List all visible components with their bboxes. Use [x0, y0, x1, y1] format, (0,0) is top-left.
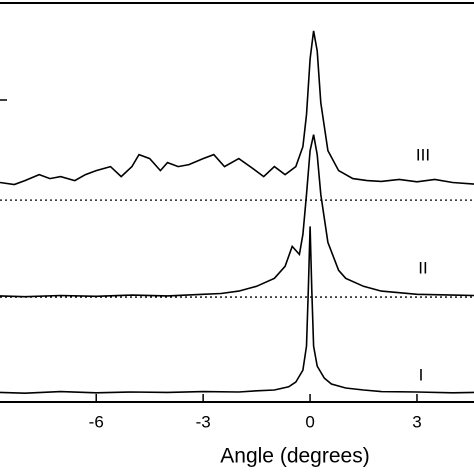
- series-label: II: [418, 258, 427, 277]
- x-tick-label: 0: [305, 412, 314, 431]
- trace: [0, 30, 474, 186]
- trace: [0, 226, 474, 395]
- series-label: I: [419, 365, 424, 384]
- trace: [0, 134, 474, 298]
- x-tick-label: -3: [196, 412, 211, 431]
- x-axis-title: Angle (degrees): [220, 445, 369, 468]
- series-label: III: [416, 145, 430, 164]
- x-tick-label: 3: [412, 412, 421, 431]
- x-tick-label: -6: [89, 412, 104, 431]
